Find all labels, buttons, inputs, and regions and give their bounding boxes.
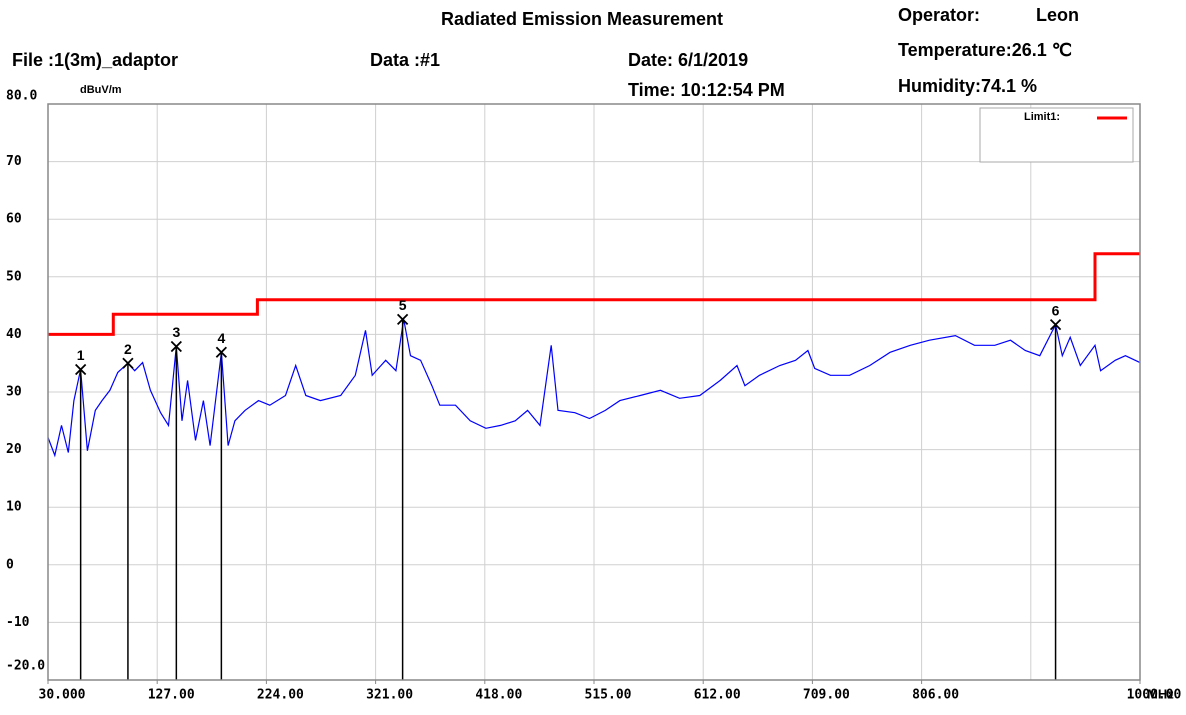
y-tick-label: 20 (6, 442, 22, 457)
x-tick-label: 806.00 (912, 688, 959, 703)
marker-cross (1049, 318, 1062, 331)
y-tick-label: 60 (6, 212, 22, 227)
x-tick-label: 515.00 (585, 688, 632, 703)
time-label: Time: 10:12:54 PM (628, 80, 785, 100)
x-tick-label: 1000.00 (1127, 688, 1182, 703)
marker-label: 2 (124, 341, 132, 357)
data-label: Data :#1 (370, 50, 440, 70)
marker-label: 1 (77, 347, 85, 363)
y-tick-label: 10 (6, 500, 22, 515)
x-axis-label: MHz (1147, 686, 1174, 701)
marker-cross (215, 346, 228, 358)
y-tick-label: 50 (6, 269, 22, 284)
marker-label: 6 (1052, 302, 1060, 318)
x-tick-label: 321.00 (366, 688, 413, 703)
operator: Leon (1036, 5, 1079, 25)
y-tick-label: 40 (6, 327, 22, 342)
y-tick-label: 30 (6, 385, 22, 400)
marker-cross (170, 340, 182, 353)
x-tick-label: 30.000 (39, 688, 86, 703)
x-tick-label: 127.00 (148, 688, 195, 703)
temperature: Temperature:26.1 ℃ (898, 40, 1072, 60)
x-tick-label: 418.00 (475, 688, 522, 703)
file-label: File :1(3m)_adaptor (12, 50, 178, 70)
marker-cross (122, 357, 134, 369)
y-tick-label: 70 (6, 154, 22, 169)
humidity: Humidity:74.1 % (898, 76, 1037, 96)
legend-label: Limit1: (1024, 111, 1060, 123)
x-tick-label: 612.00 (694, 688, 741, 703)
marker-label: 3 (172, 324, 180, 340)
limit-line (48, 252, 1140, 336)
x-tick-label: 709.00 (803, 688, 850, 703)
y-tick-label: -20.0 (6, 659, 45, 674)
y-axis-label: dBuV/m (80, 84, 122, 96)
y-tick-label: 0 (6, 557, 14, 572)
x-tick-label: 224.00 (257, 688, 304, 703)
y-tick-label: 80.0 (6, 89, 37, 104)
chart-title: Radiated Emission Measurement (441, 9, 723, 29)
y-tick-label: -10 (6, 615, 30, 630)
marker-label: 5 (399, 297, 407, 313)
marker-cross (75, 363, 87, 376)
marker-cross (396, 313, 409, 326)
trace-line (47, 319, 1141, 458)
operator-label: Operator: (898, 5, 980, 25)
marker-label: 4 (217, 330, 225, 346)
date-label: Date: 6/1/2019 (628, 50, 748, 70)
